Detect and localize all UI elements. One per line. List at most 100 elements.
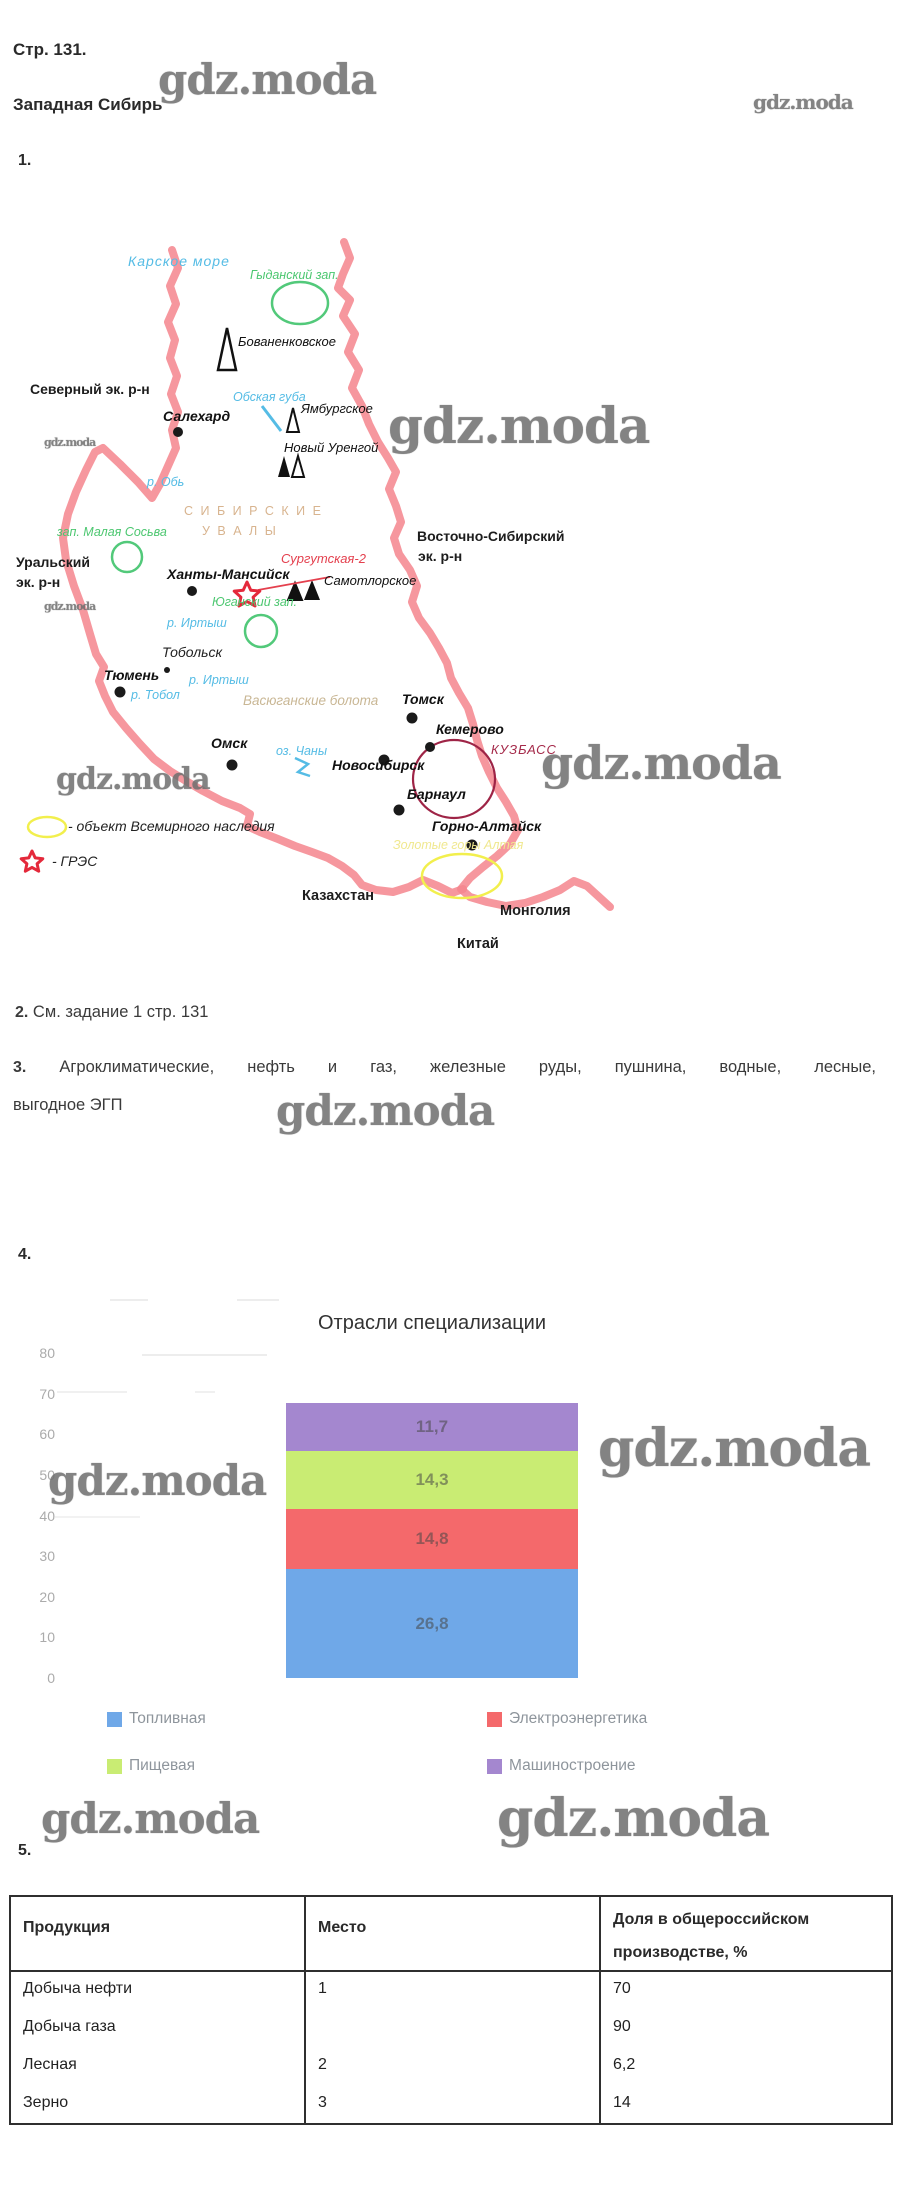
item-2-text: См. задание 1 стр. 131 — [28, 1003, 209, 1021]
map-label: Северный эк. р-н — [30, 381, 150, 397]
watermark: gdz.moda — [48, 1456, 267, 1505]
legend-swatch-0 — [107, 1712, 122, 1727]
reserve-malaya-sosva-circle — [110, 540, 144, 574]
chart-smudge — [237, 1299, 279, 1301]
watermark: gdz.moda — [541, 736, 782, 790]
map-label: Барнаул — [407, 786, 466, 802]
map-label: - ГРЭС — [52, 853, 98, 869]
item-1-number: 1. — [18, 152, 32, 169]
table-column-divider — [599, 1897, 601, 2123]
item-3-line1: 3. Агроклиматические, нефть и газ, желез… — [13, 1058, 876, 1077]
bar-segment-0 — [286, 1569, 578, 1678]
item-3-number: 3. — [13, 1059, 27, 1076]
item-3-line2: выгодное ЭГП — [13, 1096, 123, 1114]
city-dots — [114, 427, 478, 851]
table-column-divider — [304, 1897, 306, 2123]
legend-label-2: Пищевая — [129, 1757, 196, 1774]
chart-title: Отрасли специализации — [318, 1312, 546, 1334]
page-number-heading: Стр. 131. — [13, 40, 87, 59]
map-label: Васюганские болота — [243, 693, 379, 708]
watermark: gdz.moda — [753, 90, 854, 114]
kuzbass-circle — [411, 738, 497, 820]
table-header-divider — [11, 1970, 891, 1972]
gres-star-icon — [232, 580, 262, 608]
map-label: оз. Чаны — [276, 744, 328, 758]
watermark: gdz.moda — [158, 55, 377, 104]
y-tick-label: 30 — [39, 1548, 55, 1565]
table-cell: Добыча газа — [23, 2018, 116, 2035]
map-label: - объект Всемирного наследия — [68, 818, 275, 834]
table-cell: 14 — [613, 2094, 631, 2111]
map-label: эк. р-н — [418, 548, 463, 564]
table-cell: 6,2 — [613, 2056, 636, 2073]
y-tick-label: 0 — [47, 1670, 55, 1686]
map-label: Новый Уренгой — [284, 440, 379, 455]
watermark: gdz.moda — [56, 762, 211, 797]
novy-urengoy-field-icon-2 — [290, 452, 306, 478]
chart-smudge — [55, 1516, 140, 1518]
reserve-yugansky-circle — [243, 613, 279, 649]
watermark: gdz.moda — [41, 1794, 260, 1843]
samotlor-field-icon-1 — [286, 580, 304, 601]
watermark: gdz.moda — [598, 1418, 871, 1479]
item-2-number: 2. — [15, 1004, 29, 1021]
map-label: Бованенковское — [238, 334, 336, 349]
map-label: р. Обь — [147, 475, 185, 489]
map-label: С И Б И Р С К И Е — [184, 504, 323, 518]
watermark: gdz.moda — [44, 436, 96, 449]
map-label: Карское море — [128, 253, 230, 269]
map-label: Омск — [211, 735, 248, 751]
table-cell: 1 — [318, 1980, 327, 1997]
watermark: gdz.moda — [388, 396, 650, 455]
bar-segment-label-1: 14,8 — [415, 1529, 449, 1549]
legend-swatch-1 — [487, 1712, 502, 1727]
map-label: Томск — [402, 691, 444, 707]
map-label: Золотые горы Алтая — [393, 838, 524, 852]
bovanenkovskoye-field-icon — [216, 327, 238, 372]
y-tick-label: 80 — [39, 1345, 55, 1361]
watermark: gdz.moda — [44, 600, 96, 613]
bar-segment-2 — [286, 1450, 578, 1509]
item-5-number: 5. — [18, 1842, 32, 1859]
map-label: Ямбургское — [301, 401, 373, 416]
map-label: Горно-Алтайск — [432, 818, 542, 834]
bar-segment-1 — [286, 1509, 578, 1570]
y-tick-label: 40 — [39, 1507, 55, 1524]
map-border-east — [334, 238, 614, 911]
legend-gres-star-icon — [19, 849, 45, 873]
item-2: 2. См. задание 1 стр. 131 — [15, 1003, 208, 1022]
item-3-text: Агроклиматические, нефть и газ, железные… — [26, 1058, 876, 1076]
map-label: Казахстан — [302, 888, 375, 904]
y-tick-label: 20 — [39, 1588, 55, 1605]
legend-heritage-ellipse — [26, 815, 68, 839]
heritage-altai-ellipse — [420, 852, 504, 900]
map-label: Китай — [457, 936, 499, 952]
table-cell: Добыча нефти — [23, 1980, 133, 1997]
map-label: Монголия — [500, 903, 571, 919]
map-label: Новосибирск — [332, 757, 425, 773]
bar-segment-label-3: 11,7 — [415, 1417, 449, 1437]
legend-label-0: Топливная — [129, 1710, 206, 1727]
legend-swatch-2 — [107, 1759, 122, 1774]
map-label: Гыданский зап. — [250, 268, 339, 282]
obskaya-guba-river — [260, 405, 283, 432]
bar-segment-label-0: 26,8 — [415, 1613, 449, 1633]
samotlor-field-icon-2 — [304, 580, 320, 600]
watermark: gdz.moda — [497, 1788, 770, 1849]
map-label: У В А Л Ы — [202, 524, 278, 538]
table-cell: Зерно — [23, 2094, 69, 2111]
chart-smudge — [195, 1391, 215, 1393]
chart-smudge — [57, 1391, 127, 1393]
map-label: зап. Малая Сосьва — [57, 525, 167, 539]
legend-swatch-3 — [487, 1759, 502, 1774]
map-label: Обская губа — [233, 390, 306, 404]
map-label: Сургутская-2 — [281, 551, 366, 566]
table-header-cell: Место — [318, 1919, 367, 1936]
watermark: gdz.moda — [276, 1086, 495, 1135]
map-label: Салехард — [163, 408, 231, 424]
table-header-cell: Продукция — [23, 1919, 111, 1936]
map-graphic — [19, 238, 614, 911]
map-label: р. Иртыш — [167, 616, 227, 630]
map-label: р. Тобол — [131, 688, 180, 702]
